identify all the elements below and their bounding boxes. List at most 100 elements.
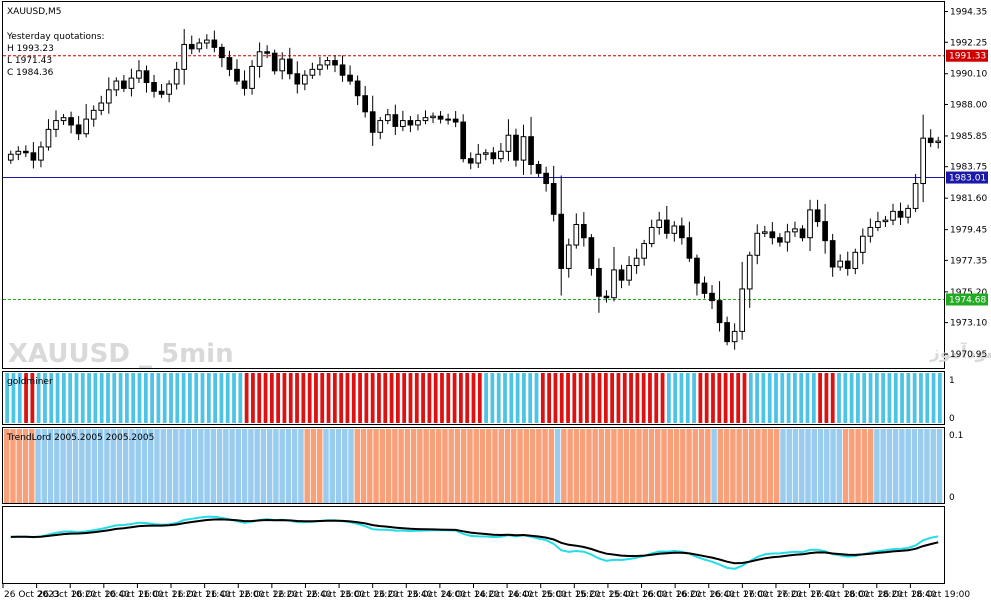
goldminer-bar (181, 373, 186, 423)
goldminer-bar (654, 373, 659, 423)
window-title: XAUUSD,M5 (7, 7, 62, 17)
goldminer-bar (61, 373, 66, 423)
trendlord-column (486, 429, 492, 503)
candle (317, 56, 323, 76)
trendlord-column (930, 429, 936, 503)
trendlord-column (329, 429, 335, 503)
trendlord-column (410, 429, 417, 503)
trendlord-column (780, 429, 786, 503)
trendlord-column (592, 429, 598, 503)
trendlord-column (41, 429, 48, 503)
goldminer-bar (484, 373, 488, 423)
trendlord-column (686, 429, 692, 503)
goldminer-bar (635, 373, 640, 423)
trendlord-column (104, 429, 110, 503)
time-tick-label: 26 Oct 11:20 (138, 590, 197, 600)
trendlord-column (116, 429, 123, 503)
trendlord-column (204, 429, 210, 503)
trendlord-column (216, 429, 223, 503)
candle (875, 211, 881, 232)
candle (482, 149, 489, 161)
candle (362, 85, 369, 118)
goldminer-bar (711, 373, 715, 423)
trendlord-column (773, 429, 780, 503)
time-tick-label: 26 Oct 11:40 (172, 590, 231, 600)
trendlord-column (479, 429, 486, 503)
goldminer-bar (830, 373, 835, 423)
quotes-close: C 1984.36 (7, 68, 54, 78)
goldminer-bar (496, 373, 501, 423)
candle (105, 77, 112, 114)
candle (679, 217, 685, 245)
candle (181, 29, 188, 85)
goldminer-bar (912, 373, 917, 423)
goldminer-bar (761, 373, 766, 423)
price-tick-label: 1988.00 (950, 100, 987, 110)
goldminer-bar (723, 373, 728, 423)
trendlord-column (29, 429, 35, 503)
trendlord-column (517, 429, 523, 503)
candle (15, 146, 22, 161)
trendlord-column (4, 429, 10, 503)
trendlord-column (266, 429, 273, 503)
trendlord-column (824, 429, 830, 503)
trendlord-column (229, 429, 235, 503)
goldminer-bar (843, 373, 848, 423)
trendlord-column (160, 429, 166, 503)
oscillator-panel[interactable] (2, 506, 945, 584)
goldminer-bar (169, 373, 173, 423)
candle (905, 204, 911, 224)
goldminer-bar (238, 373, 243, 423)
trendlord-column (72, 429, 79, 503)
price-tick-label: 1977.35 (950, 256, 987, 266)
goldminer-bar (326, 373, 331, 423)
trendlord-column (260, 429, 267, 503)
candle (445, 113, 451, 125)
trendlord-column (617, 429, 623, 503)
candle (460, 114, 467, 163)
trendlord-column (836, 429, 843, 503)
trendlord-column (147, 429, 154, 503)
trendlord-column (742, 429, 749, 503)
price-panel[interactable] (2, 1, 945, 369)
goldminer-bar (257, 373, 262, 423)
goldminer-bar (824, 373, 829, 423)
candle (302, 70, 308, 91)
watermark-english: XAUUSD _ 5min (8, 339, 234, 369)
candle (166, 80, 172, 103)
candle (354, 75, 361, 106)
candle (777, 233, 783, 247)
goldminer-bar (673, 373, 678, 423)
trendlord-column (473, 429, 479, 503)
goldminer-bar (660, 373, 665, 423)
goldminer-bar (704, 373, 709, 423)
goldminer-bar (931, 373, 936, 423)
trendlord-column (849, 429, 855, 503)
trendlord-column (842, 429, 849, 503)
goldminer-bar (799, 373, 804, 423)
trendlord-column (154, 429, 160, 503)
candle (626, 256, 632, 286)
trendlord-column (867, 429, 874, 503)
candle (565, 238, 572, 278)
time-tick-label: 26 Oct 15:20 (542, 590, 601, 600)
trendlord-column (354, 429, 361, 503)
time-tick-label: 26 Oct 12:40 (273, 590, 332, 600)
candle (686, 221, 693, 262)
trendlord-column (16, 429, 22, 503)
price-tick-label: 1994.35 (950, 8, 987, 18)
goldminer-bar (24, 373, 28, 423)
trendlord-column (736, 429, 742, 503)
trendlord-column (648, 429, 655, 503)
goldminer-bar (11, 373, 16, 423)
candle (407, 116, 414, 133)
candle (203, 34, 210, 49)
price-tick-label: 1979.45 (950, 226, 987, 236)
candle (241, 70, 248, 96)
goldminer-bar (522, 373, 526, 423)
trendlord-column (799, 429, 805, 503)
goldminer-bar (856, 373, 860, 423)
trendlord-column (598, 429, 605, 503)
oscillator-lines (10, 515, 939, 570)
